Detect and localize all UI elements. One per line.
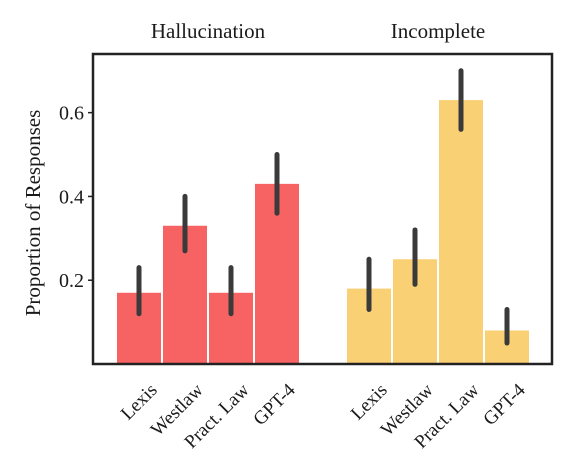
group-titles: Hallucination Incomplete (151, 19, 485, 43)
x-tick-label-1-4: GPT-4 (249, 379, 300, 430)
bar-2-3 (439, 100, 483, 364)
error-bars (136, 68, 510, 346)
y-tick-label-1: 0.2 (59, 270, 84, 292)
bars (117, 100, 529, 364)
group-title-1: Hallucination (151, 19, 266, 43)
x-tick-label-2-4: GPT-4 (479, 379, 530, 430)
plot-frame (91, 52, 554, 366)
y-tick-label-3: 0.6 (59, 103, 84, 125)
y-axis-ticks: 0.2 0.4 0.6 (59, 103, 93, 292)
y-axis-label: Proportion of Responses (21, 110, 45, 317)
y-tick-label-2: 0.4 (59, 186, 84, 208)
group-title-2: Incomplete (391, 19, 485, 43)
